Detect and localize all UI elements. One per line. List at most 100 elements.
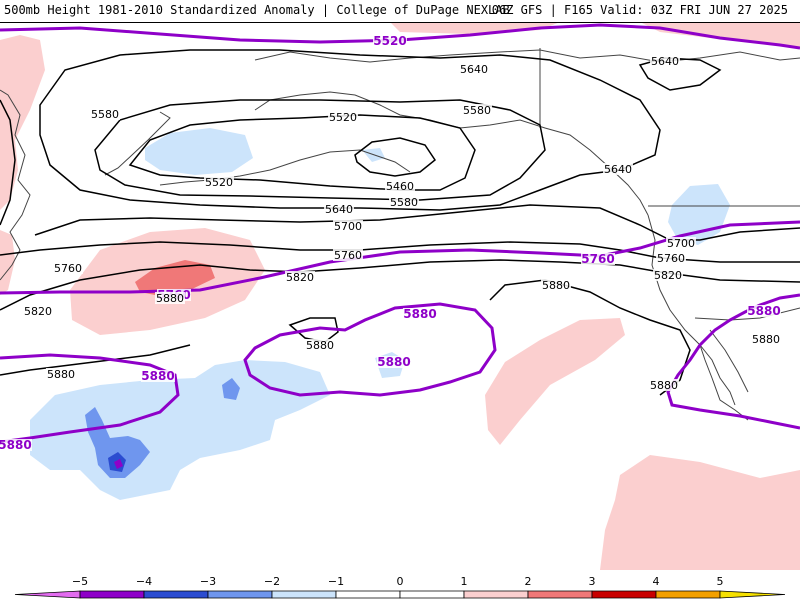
- contour-label-background: [653, 269, 683, 281]
- contour-label-5520: 5520: [205, 176, 233, 189]
- anomaly-pos-nw-corner: [0, 35, 45, 210]
- contour-label-5580: 5580: [91, 108, 119, 121]
- colorbar-tick-label: 5: [717, 575, 724, 588]
- anomaly-map: 5520 5640 5640 5580 5520 5580 5520 5460 5580 5640…: [0, 22, 800, 570]
- contour-label-background: [462, 104, 492, 116]
- contour-label-background: [403, 308, 437, 320]
- contour-label-background: [333, 220, 363, 232]
- contour-5580-inner: [94, 99, 546, 201]
- contour-label-5580: 5580: [390, 196, 418, 209]
- colorbar-tick-label: 0: [397, 575, 404, 588]
- contour-label-5820: 5820: [24, 305, 52, 318]
- contour-label-5640: 5640: [651, 55, 679, 68]
- contour-label-background: [385, 180, 415, 192]
- contour-label-5760: 5760: [334, 249, 362, 262]
- contour-label-background: [285, 271, 315, 283]
- contour-5580-west: [0, 99, 16, 226]
- colorbar-segment: [719, 590, 786, 599]
- colorbar-tick-label: −2: [264, 575, 280, 588]
- contour-label-background: [23, 305, 53, 317]
- contour-5460: [354, 137, 437, 177]
- contour-label-background: [751, 333, 781, 345]
- gulf-of-california: [709, 329, 749, 393]
- contour-label-5760: 5760: [581, 252, 614, 266]
- contour-label-5760: 5760: [657, 252, 685, 265]
- contour-label-5880: 5880: [747, 304, 780, 318]
- anomaly-neg-mid-blue-b: [222, 378, 240, 400]
- contour-label-5880: 5880: [377, 355, 410, 369]
- contour-label-5640: 5640: [460, 63, 488, 76]
- colorbar-segment: [207, 590, 273, 599]
- contour-label-background: [656, 252, 686, 264]
- contour-label-5820: 5820: [286, 271, 314, 284]
- colorbar-segment: [399, 590, 465, 599]
- contour-label-background: [581, 253, 615, 265]
- colorbar-segment: [14, 590, 81, 599]
- highlight-5880-central: [243, 302, 497, 397]
- contour-label-5700: 5700: [667, 237, 695, 250]
- contour-label-background: [459, 63, 489, 75]
- contour-label-5700: 5700: [334, 220, 362, 233]
- contour-label-background: [377, 356, 411, 368]
- contour-label-5760: 5760: [54, 262, 82, 275]
- baja-california: [699, 344, 736, 406]
- colorbar-tick-label: 2: [525, 575, 532, 588]
- contour-5880-subtropical: [288, 317, 339, 343]
- colorbar-segment: [527, 590, 593, 599]
- colorbar-tick-label: 4: [653, 575, 660, 588]
- colorbar-tick-label: −5: [72, 575, 88, 588]
- contour-label-background: [328, 111, 358, 123]
- contour-label-background: [0, 439, 32, 451]
- highlight-5520: [0, 23, 800, 50]
- contour-5760: [0, 241, 800, 263]
- colorbar-tick-label: −3: [200, 575, 216, 588]
- contour-label-5880: 5880: [141, 369, 174, 383]
- contour-5640-outer: [39, 49, 661, 211]
- contour-label-5880: 5880: [0, 438, 32, 452]
- contour-label-background: [155, 292, 185, 304]
- map-title: 500mb Height 1981-2010 Standardized Anom…: [4, 3, 510, 17]
- contour-label-background: [747, 305, 781, 317]
- contour-label-5880: 5880: [752, 333, 780, 346]
- contour-label-background: [541, 279, 571, 291]
- contour-label-5580: 5580: [463, 104, 491, 117]
- contour-label-background: [53, 262, 83, 274]
- contour-label-background: [373, 35, 407, 47]
- contour-5820: [0, 259, 800, 311]
- north-america-west-coast: [647, 214, 749, 421]
- colorbar-tick-label: −4: [136, 575, 152, 588]
- contour-label-background: [333, 249, 363, 261]
- anomaly-neg-bering: [145, 128, 253, 175]
- colorbar-segments: [14, 590, 786, 599]
- colorbar-segment: [335, 590, 401, 599]
- colorbar: −5 −4 −3 −2 −1 0 1 2 3 4 5: [0, 570, 800, 600]
- model-run-info: 06Z GFS | F165 Valid: 03Z FRI JUN 27 202…: [491, 3, 788, 17]
- contour-label-5640: 5640: [325, 203, 353, 216]
- contour-label-5880: 5880: [403, 307, 436, 321]
- contour-5880-west: [0, 344, 191, 376]
- kamchatka-coast: [104, 111, 171, 176]
- contour-label-5460: 5460: [386, 180, 414, 193]
- contour-label-background: [666, 237, 696, 249]
- contour-label-background: [204, 176, 234, 188]
- contour-label-background: [649, 379, 679, 391]
- colorbar-segment: [143, 590, 209, 599]
- contour-label-background: [90, 108, 120, 120]
- contour-label-5640: 5640: [604, 163, 632, 176]
- contour-label-background: [324, 203, 354, 215]
- map-header: 500mb Height 1981-2010 Standardized Anom…: [0, 0, 800, 23]
- colorbar-segment: [463, 590, 529, 599]
- contour-label-5820: 5820: [654, 269, 682, 282]
- contour-label-background: [46, 368, 76, 380]
- contour-label-background: [305, 339, 335, 351]
- highlight-5880-west: [0, 353, 180, 444]
- contour-labels: 5520 5640 5640 5580 5520 5580 5520 5460 5580 5640…: [0, 34, 781, 452]
- anomaly-pos-southeast: [600, 455, 800, 570]
- colorbar-segment: [271, 590, 337, 599]
- contour-label-5880: 5880: [542, 279, 570, 292]
- contour-5520-inner: [128, 114, 476, 191]
- colorbar-tick-label: 1: [461, 575, 468, 588]
- contour-label-5880: 5880: [156, 292, 184, 305]
- negative-anomaly-shading: [30, 128, 730, 500]
- anomaly-pos-east-pacific: [485, 318, 625, 445]
